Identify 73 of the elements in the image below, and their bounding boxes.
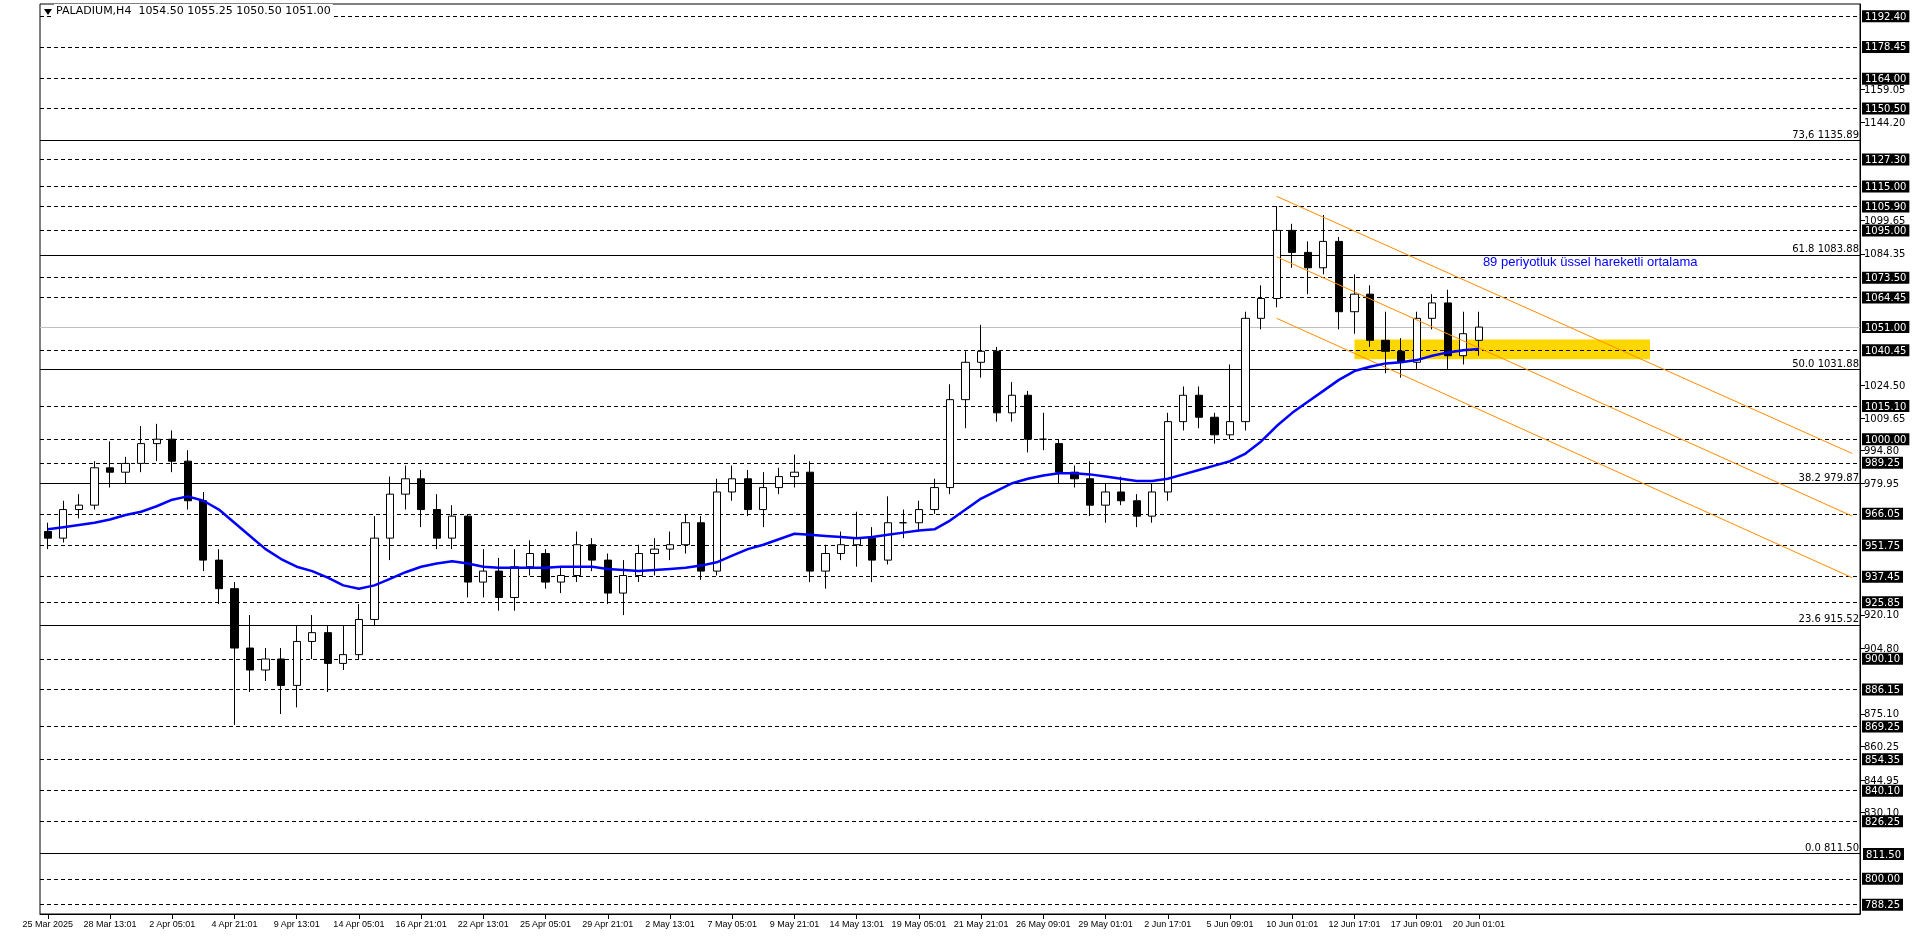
ref-line-label: 1150.50: [1865, 102, 1907, 114]
ref-line-label: 0.0 811.50: [1804, 842, 1859, 854]
text: 89 periyotluk üssel hareketli ortalama: [1482, 254, 1699, 270]
y-tick-label: 875.10: [1864, 708, 1899, 720]
ref-line-label: 73,6 1135.89: [1792, 129, 1859, 141]
x-tick-label: 14 May 13:01: [829, 918, 884, 929]
x-tick-label: 17 Jun 09:01: [1390, 918, 1443, 929]
ref-line-label: 1115.00: [1865, 180, 1907, 192]
y-tick-label: 1144.20: [1864, 116, 1906, 128]
ref-line-label: 23.6 915.52: [1798, 613, 1859, 625]
x-tick-label: 10 Jun 01:01: [1266, 918, 1319, 929]
ref-line-label: 1164.00: [1865, 73, 1907, 85]
y-tick-label: 1099.65: [1864, 214, 1906, 226]
ref-line-label: 886.15: [1865, 683, 1900, 695]
text: 811.50: [1866, 848, 1901, 860]
ref-line-label: 854.35: [1865, 753, 1900, 765]
y-tick-label: 994.80: [1864, 445, 1899, 457]
ref-line-label: 800.00: [1865, 873, 1900, 885]
ref-line-label: 1127.30: [1865, 153, 1907, 165]
x-tick-label: 5 Jun 09:01: [1206, 918, 1254, 929]
ref-line-label: 840.10: [1865, 785, 1900, 797]
x-tick-label: 25 Mar 2025: [22, 918, 74, 929]
ref-line-label: 937.45: [1865, 571, 1900, 583]
x-tick-label: 2 Jun 17:01: [1144, 918, 1192, 929]
x-tick-label: 22 Apr 13:01: [457, 918, 509, 929]
x-tick-label: 28 Mar 13:01: [83, 918, 137, 929]
x-tick-label: 19 May 05:01: [891, 918, 947, 929]
x-tick-label: 26 May 09:01: [1016, 918, 1071, 929]
ref-line-label: 989.25: [1865, 457, 1900, 469]
ref-line-label: 1178.45: [1865, 41, 1907, 53]
ref-line-label: 38.2 979.87: [1798, 471, 1859, 483]
x-tick-label: 2 Apr 05:01: [149, 918, 196, 929]
ref-line-label: 1000.00: [1865, 433, 1907, 445]
y-tick-label: 904.80: [1864, 642, 1899, 654]
x-tick-label: 2 May 13:01: [645, 918, 695, 929]
ref-line-label: 925.85: [1865, 596, 1900, 608]
x-tick-label: 16 Apr 21:01: [395, 918, 447, 929]
ref-line-label: 1192.40: [1865, 10, 1907, 22]
chart-title: PALADIUM,H4 1054.50 1055.25 1050.50 1051.00: [56, 4, 331, 17]
y-tick-label: 860.25: [1864, 740, 1899, 752]
x-tick-label: 21 May 21:01: [953, 918, 1009, 929]
x-tick-label: 9 May 21:01: [769, 918, 820, 929]
x-tick-label: 29 May 01:01: [1078, 918, 1133, 929]
y-tick-label: 1084.35: [1864, 248, 1906, 260]
ref-line-label: 951.75: [1865, 539, 1900, 551]
ref-line-label: 900.10: [1865, 653, 1900, 665]
x-tick-label: 29 Apr 21:01: [582, 918, 634, 929]
x-tick-label: 20 Jun 01:01: [1452, 918, 1505, 929]
ref-line-label: 966.05: [1865, 508, 1900, 520]
ref-line-label: 1040.45: [1865, 344, 1907, 356]
y-tick-label: 1024.50: [1864, 379, 1906, 391]
ref-line-label: 826.25: [1865, 815, 1900, 827]
ref-line-label: 1073.50: [1865, 272, 1907, 284]
x-tick-label: 4 Apr 21:01: [211, 918, 258, 929]
ref-line-label: 1105.90: [1865, 200, 1907, 212]
y-tick-label: 1009.65: [1864, 412, 1906, 424]
ref-line-label: 1051.00: [1865, 321, 1907, 333]
x-tick-label: 9 Apr 13:01: [273, 918, 320, 929]
x-tick-label: 12 Jun 17:01: [1328, 918, 1381, 929]
ref-line-label: 50.0 1031.88: [1792, 357, 1859, 369]
y-tick-label: 979.95: [1864, 477, 1899, 489]
ref-line-label: 1064.45: [1865, 292, 1907, 304]
y-tick-label: 1159.05: [1864, 84, 1906, 96]
ref-line-label: 869.25: [1865, 721, 1900, 733]
ref-line-label: 61.8 1083.88: [1792, 243, 1859, 255]
x-tick-label: 25 Apr 05:01: [520, 918, 572, 929]
ref-line-label: 1015.10: [1865, 400, 1907, 412]
y-tick-label: 920.10: [1864, 609, 1899, 621]
x-tick-label: 14 Apr 05:01: [333, 918, 385, 929]
ref-line-label: 788.25: [1865, 899, 1900, 911]
y-tick-label: 844.95: [1864, 774, 1899, 786]
ref-line-label: 1095.00: [1865, 224, 1907, 236]
x-tick-label: 7 May 05:01: [707, 918, 757, 929]
